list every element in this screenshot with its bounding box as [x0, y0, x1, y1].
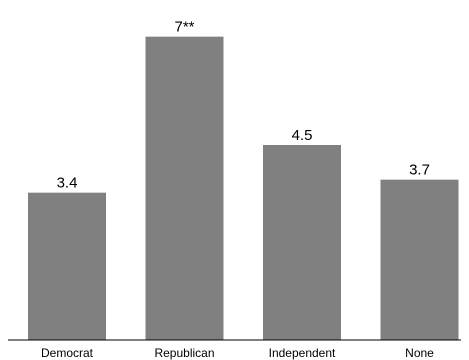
- category-labels-group: Democrat Republican Independent None: [41, 346, 434, 360]
- category-label-independent: Independent: [269, 346, 336, 360]
- bar-democrat: [28, 192, 106, 340]
- bars-group: [28, 36, 459, 341]
- data-label-republican: 7**: [174, 19, 194, 36]
- data-labels-group: 3.4 7** 4.5 3.7: [57, 19, 430, 192]
- data-label-democrat: 3.4: [57, 175, 78, 192]
- data-label-none: 3.7: [409, 162, 430, 179]
- data-label-independent: 4.5: [292, 127, 313, 144]
- bar-republican: [145, 36, 224, 341]
- category-label-none: None: [405, 346, 434, 360]
- category-label-republican: Republican: [154, 346, 214, 360]
- bar-none: [380, 179, 459, 340]
- bar-independent: [263, 145, 341, 340]
- category-label-democrat: Democrat: [41, 346, 94, 360]
